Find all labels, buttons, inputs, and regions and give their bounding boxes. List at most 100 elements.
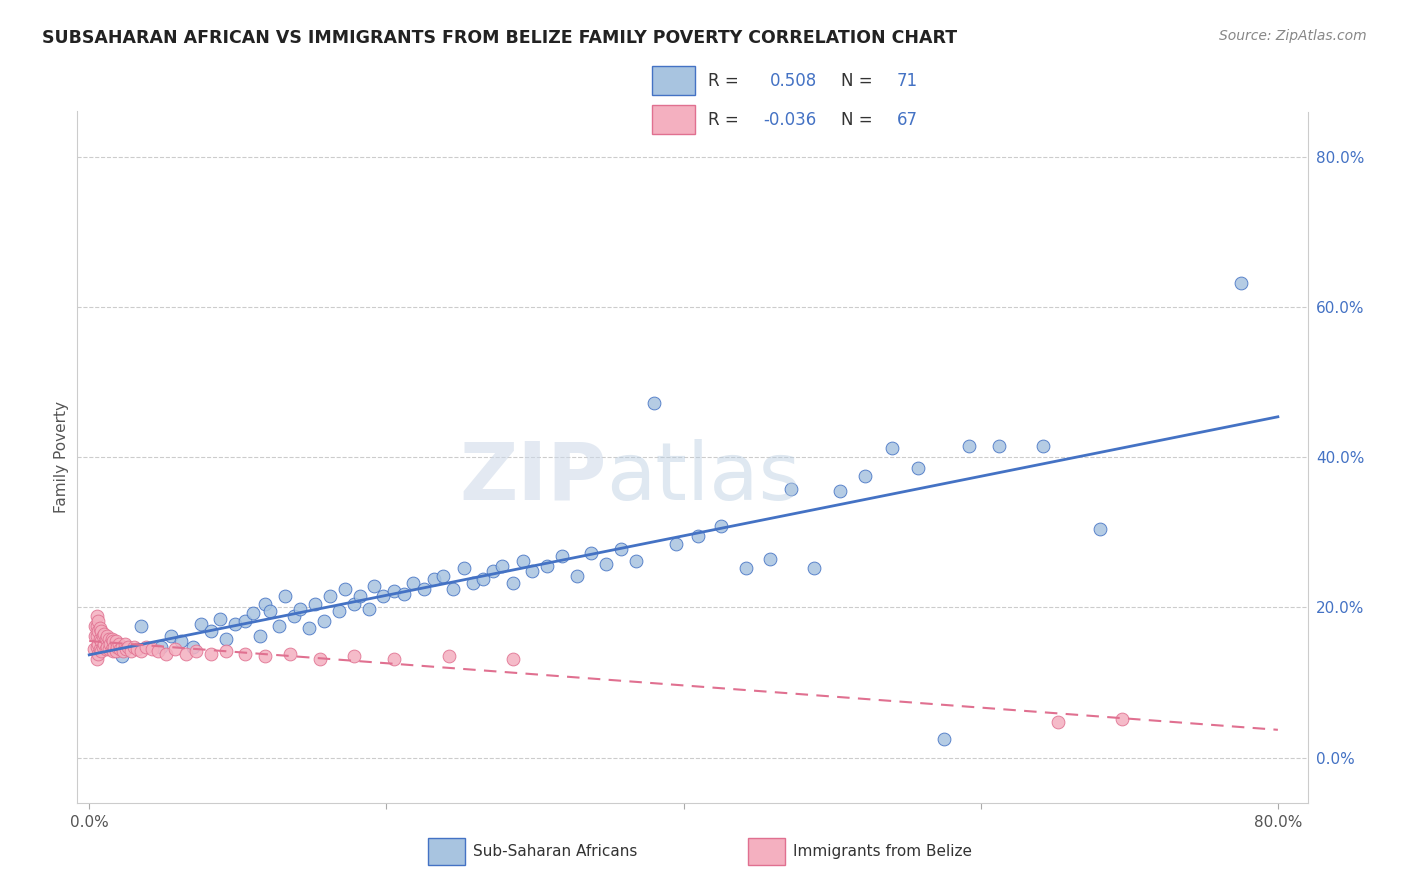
Point xyxy=(104,634,127,648)
Point xyxy=(907,461,929,475)
Text: N =: N = xyxy=(841,72,872,90)
Text: -0.036: -0.036 xyxy=(763,111,817,128)
Point xyxy=(502,576,524,591)
Point xyxy=(643,396,665,410)
Point xyxy=(624,554,647,568)
Point xyxy=(141,641,163,656)
Point xyxy=(129,619,152,633)
Point xyxy=(129,644,152,658)
Point xyxy=(1088,522,1111,536)
Point xyxy=(90,644,112,658)
Text: 71: 71 xyxy=(897,72,918,90)
Point xyxy=(165,641,187,656)
Point xyxy=(249,629,271,643)
Point xyxy=(412,582,434,596)
Point xyxy=(233,647,256,661)
Point xyxy=(382,651,405,665)
Point xyxy=(437,649,460,664)
Point xyxy=(149,640,172,654)
Point xyxy=(512,554,534,568)
Point xyxy=(471,572,494,586)
Point xyxy=(101,634,124,648)
Point xyxy=(86,651,108,665)
Point xyxy=(382,583,405,598)
Point xyxy=(86,640,108,654)
Point xyxy=(200,647,222,661)
Point xyxy=(208,612,231,626)
Point xyxy=(89,622,111,636)
Point xyxy=(349,589,371,603)
Point xyxy=(987,439,1010,453)
Point xyxy=(111,640,134,654)
Point xyxy=(735,561,758,575)
Point xyxy=(108,636,131,650)
Point xyxy=(278,647,301,661)
Point xyxy=(117,640,139,654)
Point xyxy=(932,731,955,746)
Point xyxy=(461,576,484,591)
Point xyxy=(135,640,157,654)
Point xyxy=(565,569,588,583)
Point xyxy=(312,614,335,628)
Point xyxy=(520,565,543,579)
Point xyxy=(186,644,208,658)
Point xyxy=(269,619,291,633)
Point xyxy=(1111,712,1133,726)
Text: R =: R = xyxy=(707,72,738,90)
Point xyxy=(93,626,115,640)
Point xyxy=(86,619,108,633)
Point xyxy=(319,589,342,603)
Point xyxy=(215,644,238,658)
Point xyxy=(155,647,177,661)
Point xyxy=(373,589,395,603)
Point xyxy=(688,529,710,543)
Point xyxy=(343,649,366,664)
Point xyxy=(233,614,256,628)
Point xyxy=(298,622,321,636)
Point xyxy=(87,614,110,628)
Point xyxy=(100,632,122,646)
Text: R =: R = xyxy=(707,111,738,128)
Point xyxy=(89,632,111,646)
Point xyxy=(115,641,138,656)
Point xyxy=(758,551,780,566)
Point xyxy=(111,649,134,664)
Point xyxy=(828,483,851,498)
Point xyxy=(91,629,114,643)
Point xyxy=(502,651,524,665)
Point xyxy=(665,536,688,550)
Bar xyxy=(652,105,696,134)
Point xyxy=(181,640,204,654)
Point xyxy=(83,641,105,656)
Point xyxy=(779,482,801,496)
Point xyxy=(357,602,380,616)
Point xyxy=(96,629,118,643)
Point xyxy=(91,640,114,654)
Point xyxy=(103,640,125,654)
Text: 67: 67 xyxy=(897,111,918,128)
Point xyxy=(402,576,425,591)
Text: N =: N = xyxy=(841,111,872,128)
Point xyxy=(491,559,513,574)
Point xyxy=(595,557,617,571)
Point xyxy=(100,641,122,656)
Bar xyxy=(427,838,465,865)
Text: Sub-Saharan Africans: Sub-Saharan Africans xyxy=(474,845,638,859)
Point xyxy=(98,636,121,650)
Point xyxy=(803,561,825,575)
Point xyxy=(1229,276,1251,290)
Point xyxy=(94,632,117,646)
Text: atlas: atlas xyxy=(606,439,800,516)
Point xyxy=(97,641,120,656)
Point xyxy=(174,647,197,661)
Point xyxy=(104,644,127,658)
Point xyxy=(957,439,980,453)
Text: ZIP: ZIP xyxy=(460,439,606,516)
Point xyxy=(328,604,350,618)
Point xyxy=(90,624,112,639)
Point xyxy=(101,644,124,658)
Point xyxy=(96,640,118,654)
Point xyxy=(308,651,330,665)
Point xyxy=(94,641,117,656)
Point xyxy=(304,597,326,611)
